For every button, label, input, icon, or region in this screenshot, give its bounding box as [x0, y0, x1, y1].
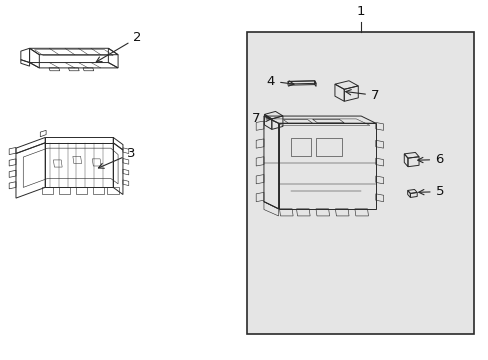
Text: 7: 7	[345, 89, 379, 102]
Text: 5: 5	[418, 185, 443, 198]
FancyBboxPatch shape	[246, 32, 473, 334]
Text: 3: 3	[98, 147, 136, 168]
Text: 2: 2	[96, 31, 142, 62]
Text: 6: 6	[417, 153, 443, 166]
Text: 7: 7	[251, 112, 270, 125]
Text: 4: 4	[266, 75, 293, 87]
Text: 1: 1	[356, 5, 365, 18]
